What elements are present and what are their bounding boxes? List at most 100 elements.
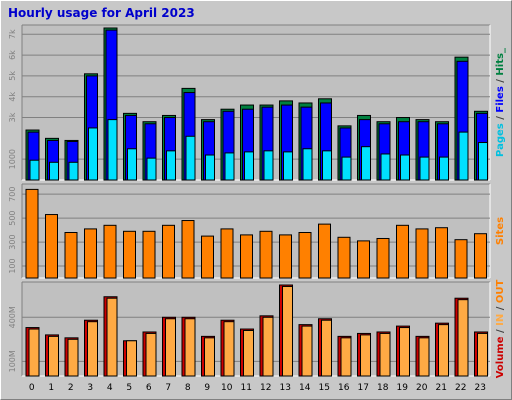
bar-in-hour-9 — [204, 337, 215, 377]
hits-panel-y-tick-label: 4k — [8, 91, 17, 101]
bar-sites-hour-0 — [25, 188, 39, 279]
bar-sites-hour-20 — [415, 228, 429, 279]
x-tick-label: 4 — [107, 383, 113, 393]
sites-panel-bg — [22, 184, 490, 278]
hits-panel-bg — [22, 25, 490, 180]
bar-in-hour-8 — [184, 318, 196, 377]
bar-sites-hour-8 — [181, 220, 195, 279]
volume-panel-bg — [22, 282, 490, 376]
bar-pages-hour-1 — [49, 161, 59, 181]
sites-panel-y-tick-label: 300 — [8, 234, 17, 249]
volume-panel-legend-label: Volume / IN / OUT — [495, 280, 506, 379]
bar-pages-hour-21 — [439, 156, 449, 181]
bar-in-hour-11 — [243, 330, 254, 377]
bar-in-hour-14 — [301, 325, 313, 377]
x-tick-label: 22 — [455, 383, 466, 393]
bar-in-hour-18 — [379, 332, 391, 377]
legend-part: Hits — [495, 53, 506, 76]
legend-part: / — [495, 76, 506, 87]
hits-panel-y-tick-label: 6k — [8, 50, 17, 60]
bar-pages-hour-3 — [88, 127, 98, 181]
bar-sites-hour-14 — [298, 232, 312, 279]
bar-in-hour-0 — [28, 328, 40, 377]
bar-in-hour-20 — [418, 337, 430, 377]
bar-pages-hour-13 — [283, 151, 293, 181]
bar-pages-hour-4 — [107, 119, 118, 181]
right-labels: Pages / Files / Hits_ Sites Volume / IN / … — [495, 48, 506, 378]
hits-panel-y-tick-label: 3k — [8, 112, 17, 122]
bar-sites-hour-2 — [64, 232, 78, 279]
bar-pages-hour-23 — [478, 142, 488, 181]
x-tick-label: 2 — [68, 383, 74, 393]
sites-panel-y-tick-label: 500 — [8, 210, 17, 225]
hits-panel-y-tick-label: 5k — [8, 71, 17, 81]
bar-pages-hour-11 — [244, 151, 254, 181]
x-tick-label: 13 — [280, 383, 291, 393]
bar-sites-hour-6 — [142, 230, 156, 279]
bar-in-hour-22 — [457, 299, 469, 377]
legend-part: Sites — [495, 217, 506, 245]
legend-part: / — [495, 303, 506, 314]
x-tick-label: 20 — [416, 383, 428, 393]
legend-part: Pages — [495, 123, 506, 157]
bar-sites-hour-3 — [84, 228, 97, 279]
bar-in-hour-3 — [87, 321, 98, 377]
bar-sites-hour-19 — [396, 224, 409, 279]
bar-in-hour-12 — [262, 316, 274, 377]
x-tick-label: 23 — [475, 383, 486, 393]
bar-sites-hour-15 — [318, 223, 331, 279]
x-tick-label: 21 — [436, 383, 447, 393]
bar-pages-hour-19 — [400, 154, 410, 181]
x-tick-label: 16 — [338, 383, 350, 393]
bar-pages-hour-17 — [361, 146, 371, 181]
bar-pages-hour-16 — [341, 156, 352, 181]
bar-in-hour-4 — [106, 297, 118, 377]
bar-pages-hour-5 — [127, 148, 137, 181]
sites-panel-legend-label: Sites — [495, 217, 506, 245]
bar-in-hour-21 — [438, 324, 449, 377]
bar-in-hour-5 — [126, 340, 137, 377]
bar-sites-hour-21 — [435, 227, 448, 279]
bar-in-hour-1 — [48, 335, 59, 377]
bar-pages-hour-12 — [263, 150, 274, 181]
bar-pages-hour-10 — [224, 152, 235, 181]
bar-in-hour-2 — [67, 338, 79, 377]
hits-panel: 1000 3k 4k 5k 6k 7k — [8, 24, 491, 181]
x-tick-label: 11 — [241, 383, 252, 393]
x-tick-label: 19 — [397, 383, 409, 393]
x-tick-label: 17 — [358, 383, 369, 393]
x-tick-label: 1 — [48, 383, 54, 393]
x-tick-label: 8 — [185, 383, 191, 393]
bar-in-hour-16 — [340, 337, 352, 377]
x-tick-label: 3 — [87, 383, 93, 393]
bar-in-hour-15 — [321, 319, 332, 377]
volume-panel: 100M 400M — [8, 281, 491, 377]
bar-in-hour-17 — [360, 334, 371, 377]
bar-sites-hour-23 — [474, 233, 487, 279]
bar-pages-hour-22 — [458, 131, 469, 181]
bar-in-hour-10 — [223, 321, 235, 377]
hits-panel-legend-label: Pages / Files / Hits_ — [495, 48, 506, 157]
hits-panel-series-pages — [29, 119, 488, 181]
hits-panel-y-tick-label: 1000 — [8, 149, 17, 169]
bar-in-hour-19 — [399, 327, 410, 377]
sites-panel-series-sites — [25, 188, 487, 279]
x-tick-label: 6 — [146, 383, 152, 393]
bar-pages-hour-20 — [419, 156, 430, 181]
bar-sites-hour-4 — [103, 224, 117, 279]
bar-sites-hour-9 — [201, 235, 214, 279]
sites-panel-y-tick-label: 100 — [8, 258, 17, 273]
bar-pages-hour-8 — [185, 135, 196, 181]
legend-part: / — [495, 326, 506, 337]
x-tick-label: 15 — [319, 383, 330, 393]
legend-part: Volume — [495, 336, 506, 378]
chart-panels: 1000 3k 4k 5k 6k 7k 100 300 500 700 100M 400M — [8, 24, 491, 377]
bar-sites-hour-7 — [162, 224, 175, 279]
sites-panel: 100 300 500 700 — [8, 183, 491, 279]
sites-panel-y-tick-label: 700 — [8, 187, 17, 202]
x-tick-label: 14 — [299, 383, 311, 393]
legend-part: / — [495, 113, 506, 124]
bar-pages-hour-18 — [380, 153, 391, 181]
bar-sites-hour-5 — [123, 230, 136, 279]
